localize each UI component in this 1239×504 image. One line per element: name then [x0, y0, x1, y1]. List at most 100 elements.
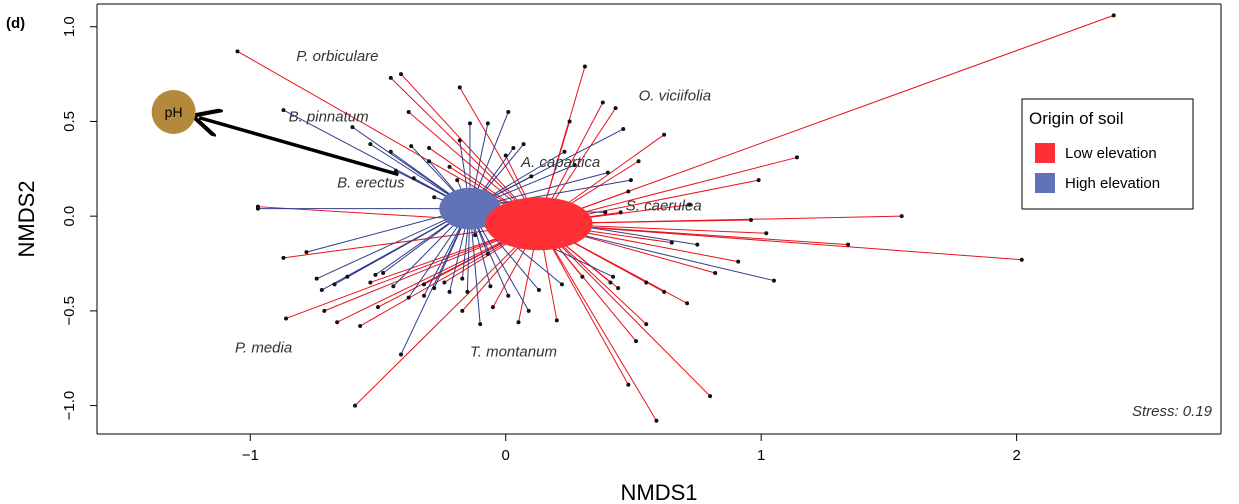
spider-line-low: [538, 223, 1022, 261]
sample-point: [368, 142, 373, 147]
sample-point: [398, 352, 403, 357]
sample-point: [319, 288, 324, 293]
legend-swatch: [1035, 173, 1055, 193]
species-label: P. media: [235, 340, 292, 357]
x-tick-label: 2: [1012, 447, 1020, 464]
sample-point: [713, 270, 718, 275]
sample-point: [516, 320, 521, 325]
sample-point: [628, 178, 633, 183]
group-centroids: [439, 187, 593, 251]
species-label: S. caerulea: [626, 197, 702, 214]
sample-point: [559, 282, 564, 287]
sample-point: [736, 259, 741, 264]
axes: −1 0 1 2 −1.0 −0.5 0.0 0.5 1.0 NMDS1 NMDS2: [14, 3, 1222, 504]
sample-point: [603, 210, 608, 215]
sample-point: [350, 125, 355, 130]
sample-point: [521, 142, 526, 147]
ph-label: pH: [165, 104, 183, 120]
sample-point: [764, 231, 769, 236]
sample-point: [411, 176, 416, 181]
sample-point: [460, 276, 465, 281]
sample-point: [562, 149, 567, 154]
sample-point: [626, 189, 631, 194]
sample-point: [406, 109, 411, 114]
sample-point: [388, 149, 393, 154]
sample-point: [572, 163, 577, 168]
sample-point: [442, 280, 447, 285]
sample-point: [335, 320, 340, 325]
y-tick-label: 0.5: [61, 111, 78, 132]
sample-point: [281, 255, 286, 260]
y-tick-label: −1.0: [61, 391, 78, 421]
x-tick-label: 1: [757, 447, 765, 464]
sample-point: [526, 308, 531, 313]
sample-point: [358, 324, 363, 329]
stress-label: Stress: 0.19: [1132, 403, 1213, 420]
panel-label: (d): [6, 15, 25, 32]
legend-swatch: [1035, 143, 1055, 163]
ph-arrow: [199, 118, 399, 177]
sample-point: [846, 242, 851, 247]
sample-point: [381, 270, 386, 275]
y-axis-title: NMDS2: [14, 180, 39, 257]
sample-point: [490, 305, 495, 310]
centroid-low-elevation: [485, 197, 593, 251]
sample-point: [314, 276, 319, 281]
sample-point: [455, 178, 460, 183]
sample-point: [506, 293, 511, 298]
sample-point: [284, 316, 289, 321]
sample-points: [235, 13, 1116, 423]
sample-point: [582, 64, 587, 69]
sample-point: [376, 305, 380, 310]
species-label: B. pinnatum: [289, 108, 369, 125]
sample-point: [662, 132, 667, 137]
sample-point: [662, 289, 667, 294]
spider-line-low: [538, 223, 657, 421]
spider-line-low: [538, 223, 629, 385]
sample-point: [580, 274, 585, 279]
sample-point: [613, 106, 618, 111]
sample-point: [332, 282, 337, 287]
sample-point: [457, 138, 462, 143]
spider-line-low: [538, 14, 1114, 225]
sample-point: [899, 214, 904, 219]
sample-point: [687, 202, 692, 207]
sample-point: [626, 382, 631, 387]
sample-point: [1019, 257, 1024, 262]
spider-line-low: [390, 77, 540, 225]
sample-point: [616, 286, 621, 291]
sample-point: [669, 240, 674, 245]
sample-point: [427, 159, 432, 164]
sample-point: [457, 85, 462, 90]
sample-point: [644, 280, 649, 285]
sample-point: [506, 109, 511, 114]
sample-point: [447, 164, 452, 169]
sample-point: [409, 144, 414, 149]
sample-point: [654, 418, 659, 423]
sample-point: [503, 153, 508, 158]
spider-line-high: [316, 208, 471, 280]
sample-point: [685, 301, 690, 306]
species-label: T. montanum: [470, 343, 557, 360]
sample-point: [427, 145, 432, 150]
sample-point: [605, 170, 610, 175]
sample-point: [636, 159, 641, 164]
sample-point: [511, 145, 516, 150]
sample-point: [600, 100, 605, 105]
sample-point: [304, 250, 309, 255]
spider-line-low: [354, 223, 540, 406]
species-label: P. orbiculare: [296, 48, 378, 65]
sample-point: [529, 174, 534, 179]
sample-point: [756, 178, 761, 183]
species-label: A. capartica: [520, 154, 600, 171]
species-labels: P. orbiculare O. viciifolia B. pinnatum A. …: [235, 48, 711, 361]
sample-point: [794, 155, 799, 160]
sample-point: [634, 339, 639, 344]
spider-line-low: [538, 223, 711, 397]
sample-point: [391, 284, 396, 289]
spider-line-low: [538, 215, 902, 225]
sample-point: [353, 403, 358, 408]
species-label: B. erectus: [337, 175, 405, 192]
sample-point: [467, 121, 472, 126]
